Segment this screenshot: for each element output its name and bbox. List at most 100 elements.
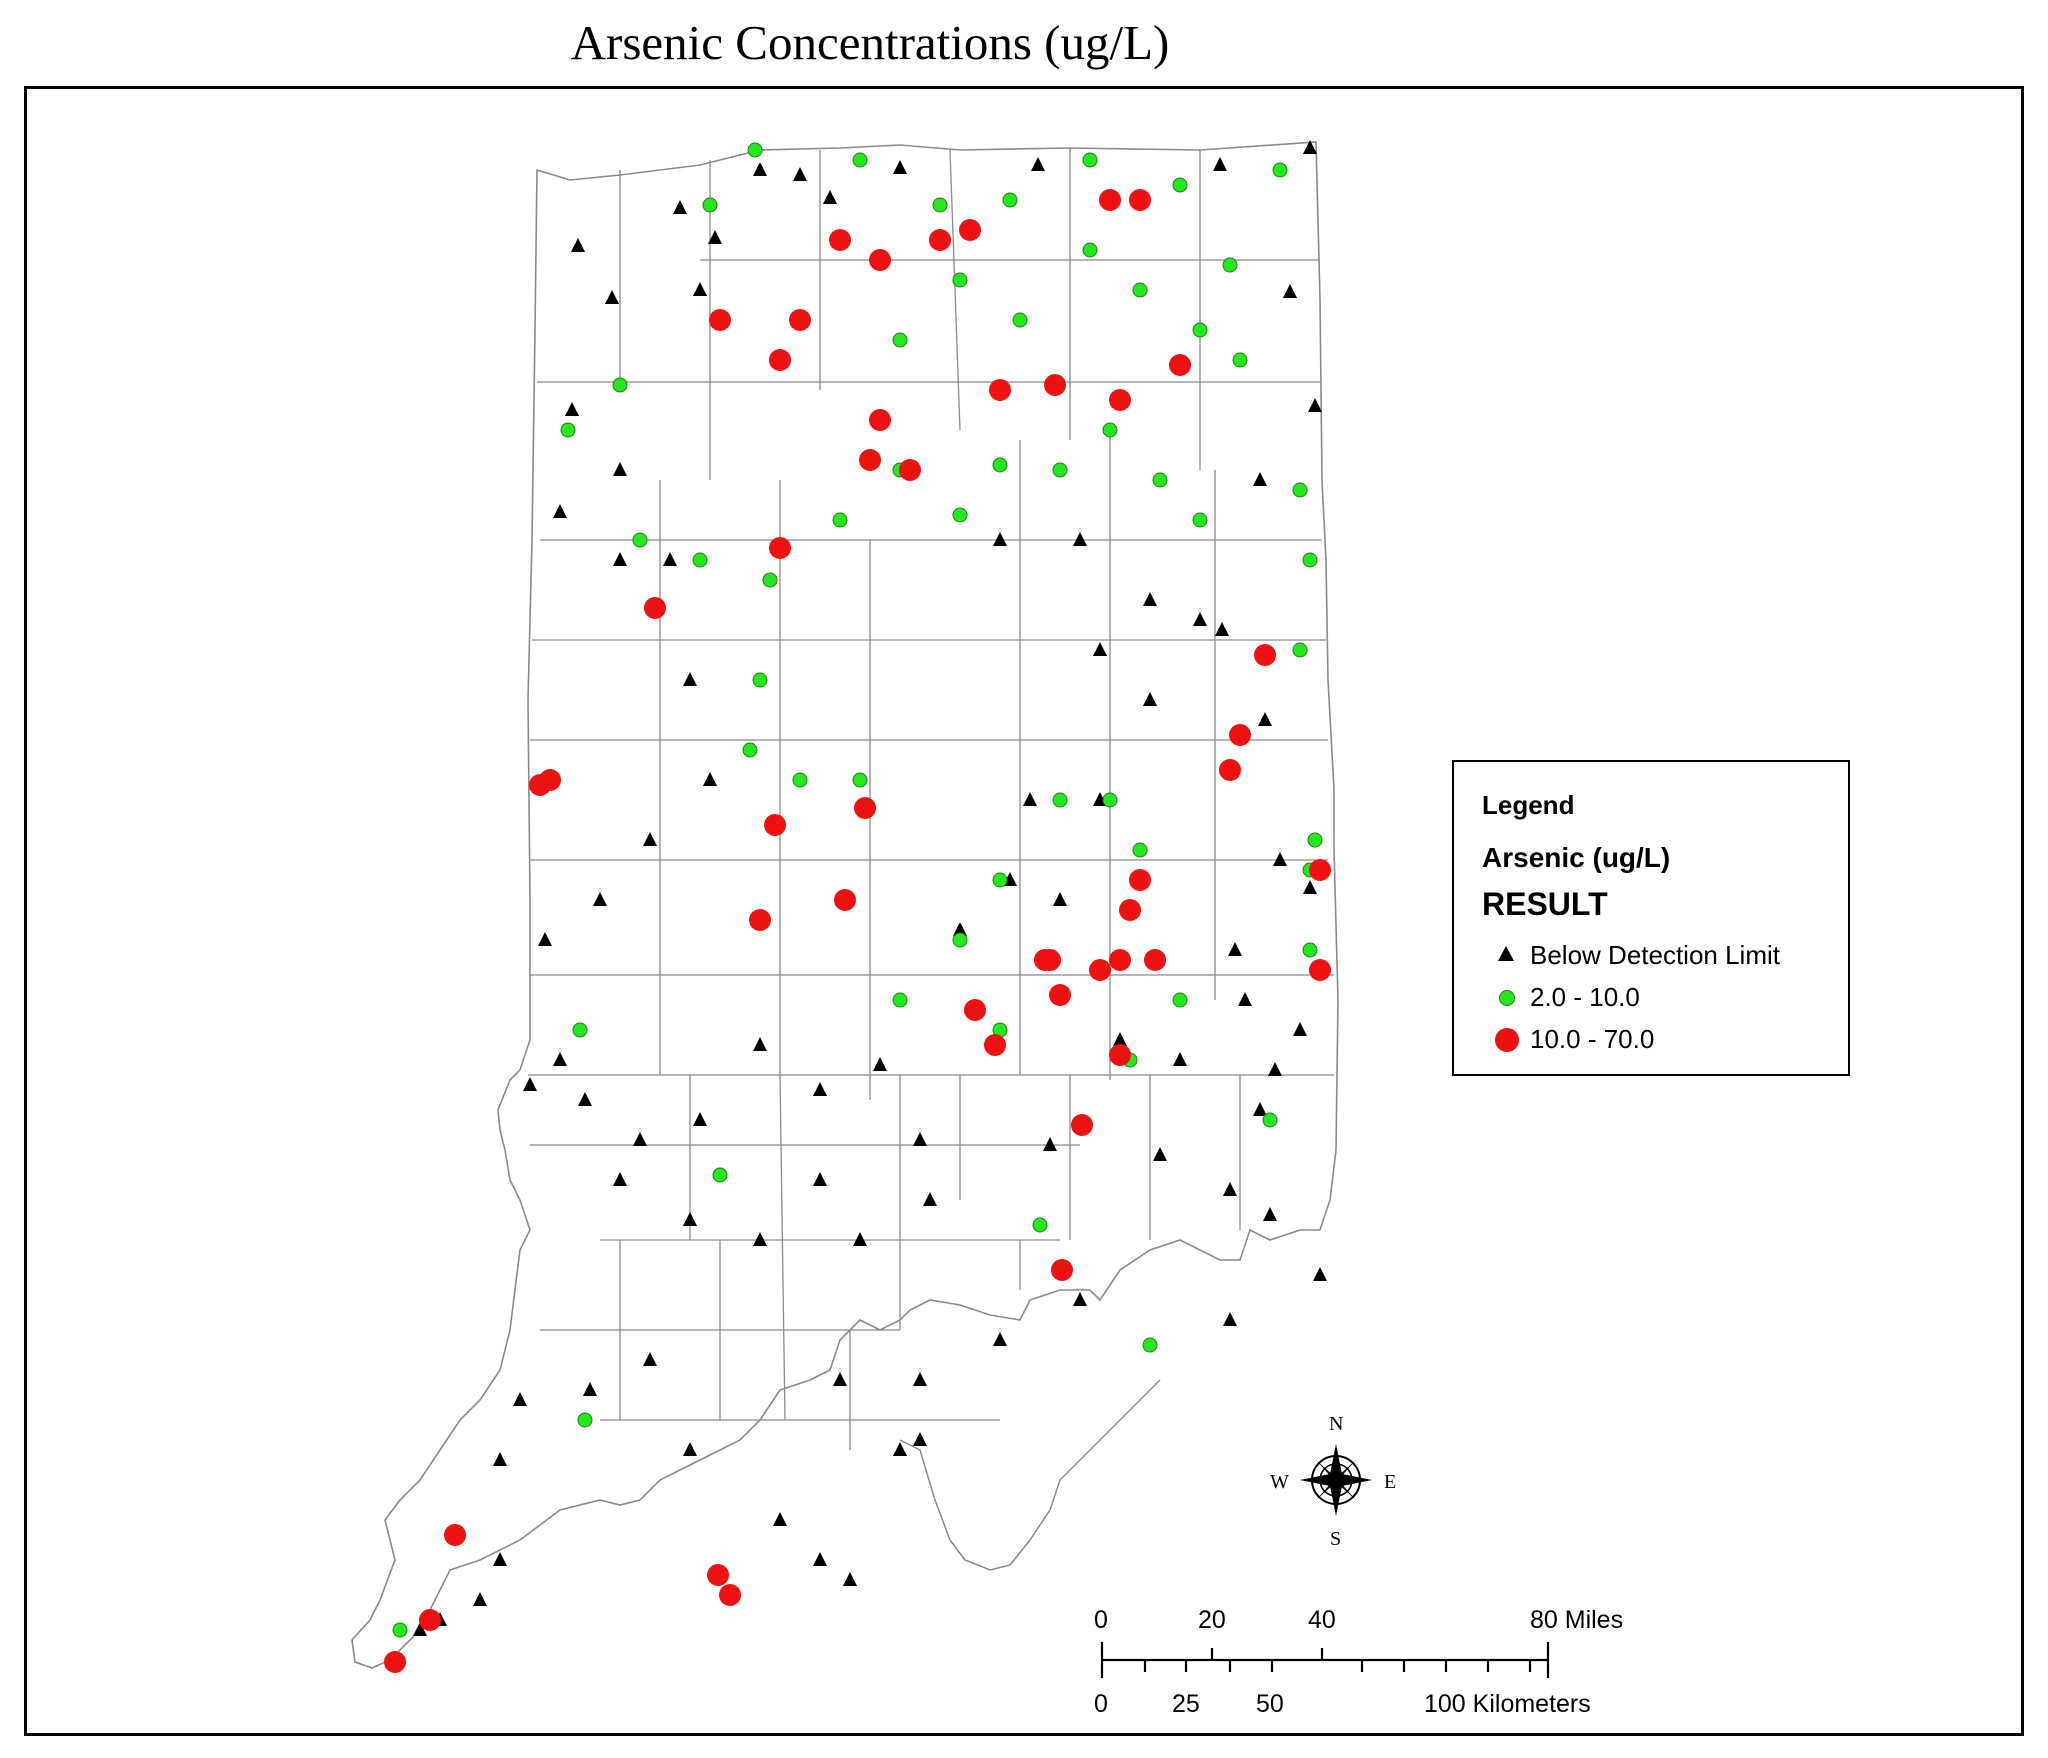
sample-below-detection xyxy=(673,200,687,214)
sample-below-detection xyxy=(1253,1102,1267,1116)
sample-below-detection xyxy=(683,672,697,686)
sample-below-detection xyxy=(1258,712,1272,726)
sample-low xyxy=(892,332,908,348)
sample-high xyxy=(1219,759,1241,781)
sample-below-detection xyxy=(1303,880,1317,894)
compass-n: N xyxy=(1329,1413,1343,1435)
sample-low xyxy=(577,1412,593,1428)
sample-high xyxy=(749,909,771,931)
sample-below-detection xyxy=(663,552,677,566)
sample-low xyxy=(1032,1217,1048,1233)
sample-below-detection xyxy=(683,1442,697,1456)
sample-low xyxy=(560,422,576,438)
sample-below-detection xyxy=(893,160,907,174)
sample-low xyxy=(712,1167,728,1183)
sample-below-detection xyxy=(1263,1207,1277,1221)
sample-below-detection xyxy=(993,532,1007,546)
sample-points xyxy=(384,140,1331,1673)
sample-below-detection xyxy=(1193,612,1207,626)
sample-high xyxy=(384,1651,406,1673)
compass-s: S xyxy=(1330,1528,1341,1550)
sample-below-detection xyxy=(773,1512,787,1526)
sample-below-detection xyxy=(753,162,767,176)
scale-mile-20: 20 xyxy=(1198,1606,1226,1634)
sample-below-detection xyxy=(813,1082,827,1096)
sample-below-detection xyxy=(1023,792,1037,806)
sample-low xyxy=(792,772,808,788)
map-frame xyxy=(24,86,2024,1736)
sample-low xyxy=(747,142,763,158)
sample-low xyxy=(742,742,758,758)
sample-low xyxy=(1307,832,1323,848)
sample-below-detection xyxy=(913,1372,927,1386)
sample-below-detection xyxy=(853,1232,867,1246)
sample-high xyxy=(964,999,986,1021)
sample-low xyxy=(1002,192,1018,208)
sample-below-detection xyxy=(1143,692,1157,706)
sample-below-detection xyxy=(553,1052,567,1066)
sample-high xyxy=(1254,644,1276,666)
sample-low xyxy=(612,377,628,393)
ohio-river-bend xyxy=(899,1379,1161,1571)
sample-low xyxy=(1192,512,1208,528)
sample-below-detection xyxy=(1228,942,1242,956)
sample-high xyxy=(869,249,891,271)
sample-high xyxy=(769,537,791,559)
sample-low xyxy=(1262,1112,1278,1128)
sample-below-detection xyxy=(1113,1032,1127,1046)
sample-below-detection xyxy=(1303,140,1317,154)
sample-below-detection xyxy=(1268,1062,1282,1076)
sample-high xyxy=(899,459,921,481)
sample-low xyxy=(992,457,1008,473)
sample-low xyxy=(1172,177,1188,193)
legend-item-high: 10.0 - 70.0 xyxy=(1482,1022,1654,1056)
sample-high xyxy=(1309,959,1331,981)
sample-below-detection xyxy=(823,190,837,204)
sample-below-detection xyxy=(1313,1267,1327,1281)
sample-below-detection xyxy=(873,1057,887,1071)
sample-below-detection xyxy=(493,1552,507,1566)
sample-high xyxy=(1034,949,1056,971)
sample-below-detection xyxy=(1283,284,1297,298)
sample-below-detection xyxy=(893,1442,907,1456)
sample-below-detection xyxy=(693,282,707,296)
sample-high xyxy=(1049,984,1071,1006)
compass-w: W xyxy=(1270,1471,1289,1493)
sample-low xyxy=(692,552,708,568)
sample-low xyxy=(1052,792,1068,808)
sample-below-detection xyxy=(1031,157,1045,171)
sample-below-detection xyxy=(593,892,607,906)
compass-rose-icon xyxy=(1300,1444,1372,1516)
sample-below-detection xyxy=(1308,398,1322,412)
sample-below-detection xyxy=(1053,892,1067,906)
sample-low xyxy=(1082,242,1098,258)
sample-below-detection xyxy=(913,1432,927,1446)
sample-below-detection xyxy=(1293,1022,1307,1036)
sample-high xyxy=(869,409,891,431)
sample-low xyxy=(1052,462,1068,478)
sample-below-detection xyxy=(1238,992,1252,1006)
scale-km-25: 25 xyxy=(1172,1690,1200,1718)
sample-below-detection xyxy=(1173,1052,1187,1066)
scale-km-100: 100 Kilometers xyxy=(1424,1690,1591,1718)
sample-high xyxy=(764,814,786,836)
sample-low xyxy=(762,572,778,588)
sample-below-detection xyxy=(683,1212,697,1226)
sample-below-detection xyxy=(1253,472,1267,486)
sample-low xyxy=(1232,352,1248,368)
sample-low xyxy=(852,772,868,788)
sample-high xyxy=(419,1609,441,1631)
sample-high xyxy=(1129,869,1151,891)
sample-high xyxy=(1229,724,1251,746)
compass-e: E xyxy=(1384,1471,1396,1493)
sample-high xyxy=(707,1564,729,1586)
sample-high xyxy=(529,774,551,796)
sample-high xyxy=(644,597,666,619)
sample-low xyxy=(572,1022,588,1038)
sample-low xyxy=(852,152,868,168)
sample-low xyxy=(1012,312,1028,328)
sample-low xyxy=(752,672,768,688)
scale-mile-80: 80 Miles xyxy=(1530,1606,1623,1634)
sample-below-detection xyxy=(493,1452,507,1466)
